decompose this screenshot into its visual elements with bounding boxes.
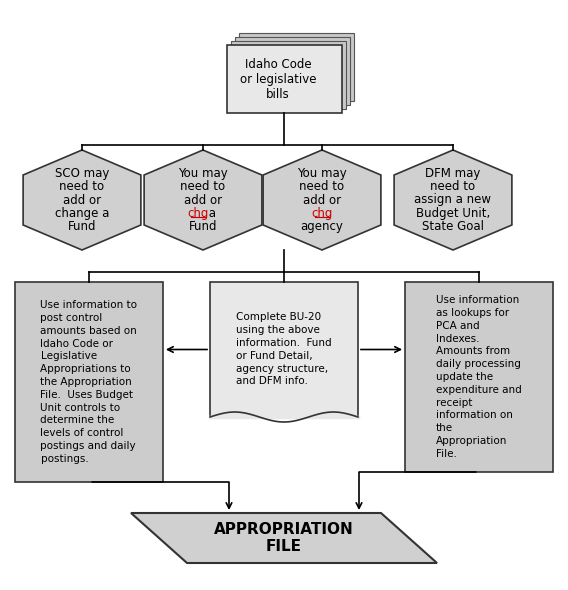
Text: chg: chg	[187, 206, 209, 219]
Text: APPROPRIATION
FILE: APPROPRIATION FILE	[214, 522, 354, 554]
Text: Budget Unit,: Budget Unit,	[416, 206, 490, 219]
Text: agency: agency	[300, 220, 344, 233]
Text: Use information to
post control
amounts based on
Idaho Code or
Legislative
Appro: Use information to post control amounts …	[40, 300, 137, 464]
FancyBboxPatch shape	[210, 282, 358, 417]
Text: add or: add or	[303, 194, 341, 206]
Text: a: a	[204, 206, 215, 219]
Text: SCO may: SCO may	[55, 167, 109, 180]
FancyBboxPatch shape	[235, 37, 349, 105]
FancyBboxPatch shape	[15, 282, 163, 482]
Text: add or: add or	[184, 194, 222, 206]
FancyBboxPatch shape	[239, 33, 353, 101]
Text: chg: chg	[311, 206, 333, 219]
Text: Idaho Code
or legislative
bills: Idaho Code or legislative bills	[240, 57, 316, 100]
Text: need to: need to	[299, 181, 345, 194]
FancyBboxPatch shape	[405, 282, 553, 472]
Text: Fund: Fund	[68, 220, 96, 233]
Text: You may: You may	[178, 167, 228, 180]
FancyBboxPatch shape	[231, 41, 345, 109]
Text: Use information
as lookups for
PCA and
Indexes.
Amounts from
daily processing
up: Use information as lookups for PCA and I…	[436, 295, 522, 459]
Text: add or: add or	[63, 194, 101, 206]
Polygon shape	[394, 150, 512, 250]
Text: You may: You may	[297, 167, 347, 180]
Polygon shape	[144, 150, 262, 250]
Polygon shape	[23, 150, 141, 250]
Polygon shape	[131, 513, 437, 563]
Text: assign a new: assign a new	[415, 194, 491, 206]
Text: Fund: Fund	[189, 220, 217, 233]
Text: need to: need to	[181, 181, 225, 194]
Text: DFM may: DFM may	[425, 167, 481, 180]
Polygon shape	[263, 150, 381, 250]
Text: Complete BU-20
using the above
information.  Fund
or Fund Detail,
agency structu: Complete BU-20 using the above informati…	[236, 313, 332, 386]
FancyBboxPatch shape	[227, 45, 341, 113]
Text: State Goal: State Goal	[422, 220, 484, 233]
Text: need to: need to	[431, 181, 475, 194]
Text: need to: need to	[60, 181, 105, 194]
Text: change a: change a	[55, 206, 109, 219]
